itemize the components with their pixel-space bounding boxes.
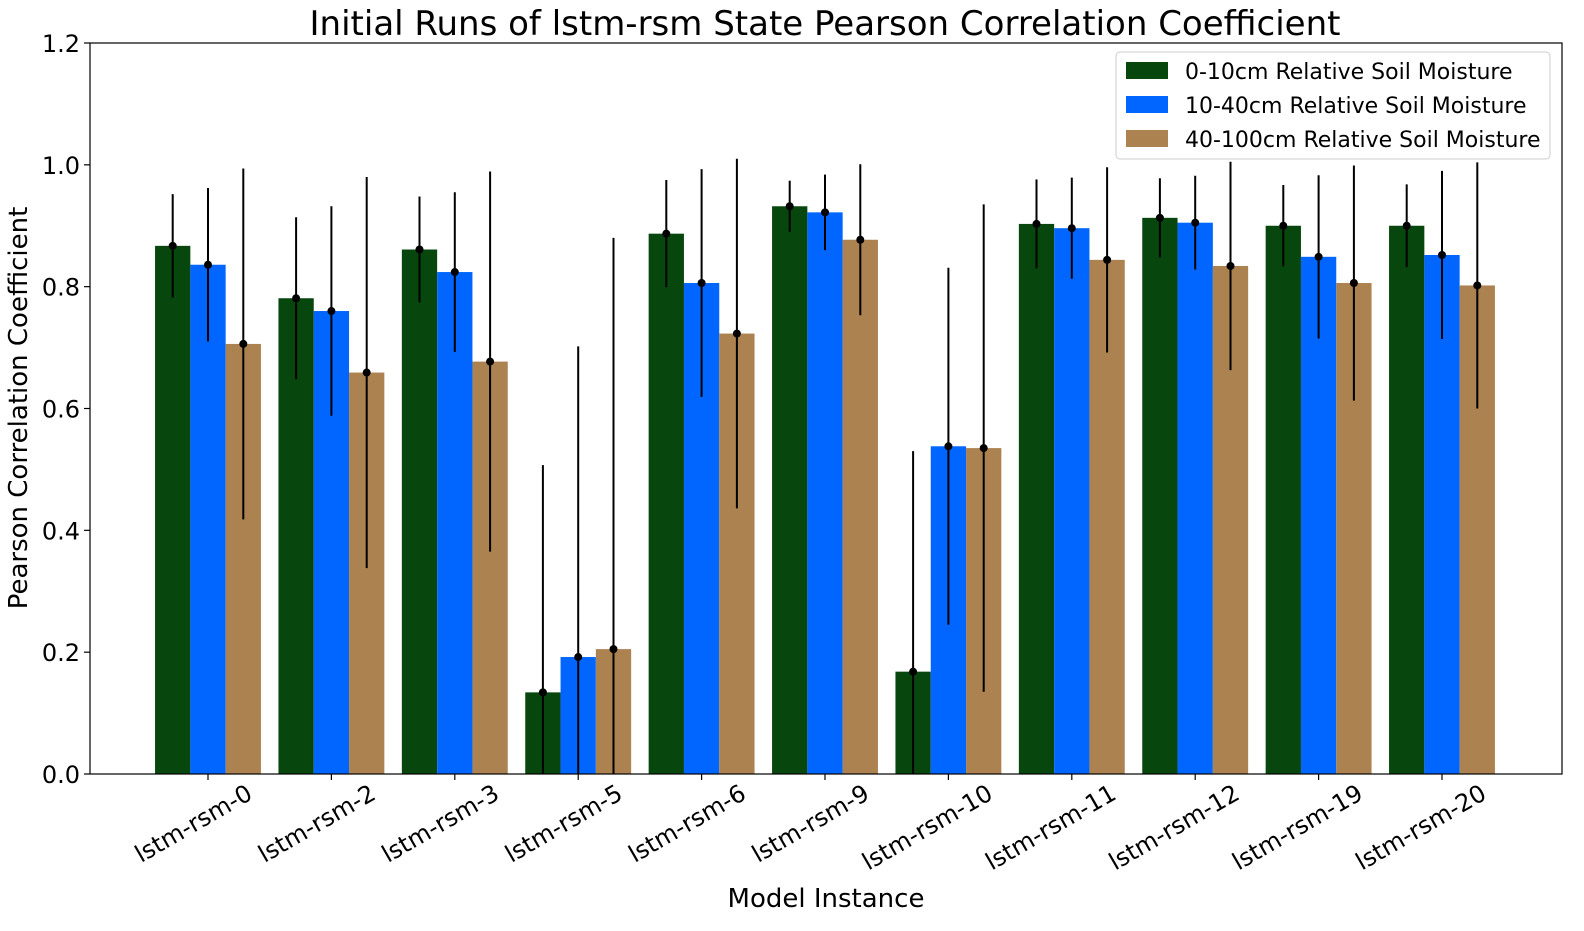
mean-marker-lstm-rsm-19-s0 <box>1279 221 1288 230</box>
mean-marker-lstm-rsm-5-s2 <box>609 645 618 654</box>
bar-lstm-rsm-11-s0 <box>1018 223 1055 775</box>
bar-lstm-rsm-6-s0 <box>648 233 684 775</box>
y-tick-label: 1.2 <box>42 30 80 58</box>
y-tick-label: 0.8 <box>42 274 80 302</box>
bar-lstm-rsm-20-s0 <box>1389 225 1425 774</box>
bar-lstm-rsm-9-s2 <box>842 239 878 774</box>
mean-marker-lstm-rsm-19-s1 <box>1314 252 1323 261</box>
mean-marker-lstm-rsm-2-s0 <box>292 294 301 303</box>
bar-lstm-rsm-19-s0 <box>1265 225 1301 774</box>
chart-title: Initial Runs of lstm-rsm State Pearson C… <box>310 4 1341 44</box>
x-tick-label: lstm-rsm-0 <box>130 779 257 868</box>
legend: 0-10cm Relative Soil Moisture 10-40cm Re… <box>1115 51 1551 160</box>
mean-marker-lstm-rsm-6-s0 <box>662 229 671 238</box>
mean-marker-lstm-rsm-2-s2 <box>362 368 371 377</box>
x-tick-label: lstm-rsm-9 <box>747 779 874 868</box>
mean-marker-lstm-rsm-0-s1 <box>204 260 212 269</box>
legend-swatch-1 <box>1126 96 1168 113</box>
mean-marker-lstm-rsm-19-s2 <box>1349 279 1358 288</box>
x-tick-label: lstm-rsm-19 <box>1228 779 1368 876</box>
x-axis-title: Model Instance <box>728 884 925 914</box>
mean-marker-lstm-rsm-20-s1 <box>1438 250 1446 259</box>
mean-marker-lstm-rsm-0-s0 <box>168 241 177 250</box>
mean-marker-lstm-rsm-12-s1 <box>1191 218 1200 227</box>
x-tick-label: lstm-rsm-10 <box>857 779 997 876</box>
mean-marker-lstm-rsm-6-s1 <box>697 279 706 288</box>
bar-lstm-rsm-0-s1 <box>190 264 226 774</box>
bar-lstm-rsm-20-s1 <box>1424 254 1460 775</box>
mean-marker-lstm-rsm-11-s1 <box>1067 224 1076 233</box>
legend-swatch-2 <box>1126 130 1168 147</box>
bar-lstm-rsm-19-s1 <box>1300 256 1337 774</box>
mean-marker-lstm-rsm-0-s2 <box>239 339 248 348</box>
legend-swatch-0 <box>1126 62 1168 79</box>
bar-lstm-rsm-3-s1 <box>437 272 473 774</box>
y-tick-label: 0.0 <box>42 761 80 789</box>
mean-marker-lstm-rsm-10-s2 <box>979 444 988 453</box>
mean-marker-lstm-rsm-9-s2 <box>856 235 865 244</box>
y-axis-title: Pearson Correlation Coefficient <box>4 207 34 610</box>
x-tick-label: lstm-rsm-20 <box>1351 779 1491 876</box>
legend-label-2: 40-100cm Relative Soil Moisture <box>1185 128 1540 153</box>
x-tick-label: lstm-rsm-12 <box>1104 779 1244 876</box>
mean-marker-lstm-rsm-2-s1 <box>327 307 336 316</box>
mean-marker-lstm-rsm-9-s0 <box>785 202 794 211</box>
x-tick-label: lstm-rsm-2 <box>254 779 381 868</box>
legend-label-1: 10-40cm Relative Soil Moisture <box>1185 94 1526 119</box>
mean-marker-lstm-rsm-5-s1 <box>574 653 583 662</box>
mean-marker-lstm-rsm-20-s0 <box>1402 221 1411 230</box>
mean-marker-lstm-rsm-10-s1 <box>944 442 953 451</box>
mean-marker-lstm-rsm-9-s1 <box>821 208 829 217</box>
y-tick-label: 0.2 <box>42 639 80 667</box>
bar-lstm-rsm-11-s1 <box>1054 228 1090 774</box>
mean-marker-lstm-rsm-3-s1 <box>450 268 459 277</box>
mean-marker-lstm-rsm-5-s0 <box>538 688 547 697</box>
y-tick-label: 1.0 <box>42 152 80 180</box>
legend-frame <box>1115 51 1551 160</box>
y-tick-label: 0.4 <box>42 517 80 545</box>
y-axis: 0.0 0.2 0.4 0.6 0.8 1.0 1.2 <box>42 30 90 789</box>
x-tick-label: lstm-rsm-5 <box>500 779 627 868</box>
bar-lstm-rsm-9-s1 <box>807 212 843 775</box>
bar-lstm-rsm-3-s0 <box>401 249 438 774</box>
mean-marker-lstm-rsm-10-s0 <box>909 667 918 676</box>
mean-marker-lstm-rsm-11-s0 <box>1032 219 1041 228</box>
bar-lstm-rsm-12-s0 <box>1142 217 1178 774</box>
bar-lstm-rsm-12-s1 <box>1177 222 1213 774</box>
mean-marker-lstm-rsm-3-s2 <box>486 357 495 366</box>
legend-label-0: 0-10cm Relative Soil Moisture <box>1185 60 1513 85</box>
x-axis: lstm-rsm-0lstm-rsm-2lstm-rsm-3lstm-rsm-5… <box>130 774 1491 876</box>
mean-marker-lstm-rsm-20-s2 <box>1473 281 1482 290</box>
x-tick-label: lstm-rsm-3 <box>377 779 504 868</box>
mean-marker-lstm-rsm-3-s0 <box>415 245 424 254</box>
mean-marker-lstm-rsm-6-s2 <box>732 329 741 338</box>
bar-lstm-rsm-0-s0 <box>155 245 191 775</box>
x-tick-label: lstm-rsm-6 <box>624 779 751 868</box>
mean-marker-lstm-rsm-12-s2 <box>1226 261 1235 270</box>
mean-marker-lstm-rsm-11-s2 <box>1103 255 1112 264</box>
bars-layer <box>155 206 1495 775</box>
y-tick-label: 0.6 <box>42 396 80 424</box>
mean-marker-lstm-rsm-12-s0 <box>1155 213 1164 222</box>
x-tick-label: lstm-rsm-11 <box>981 779 1121 876</box>
bar-lstm-rsm-9-s0 <box>772 206 808 774</box>
errorbars-layer <box>168 158 1482 774</box>
